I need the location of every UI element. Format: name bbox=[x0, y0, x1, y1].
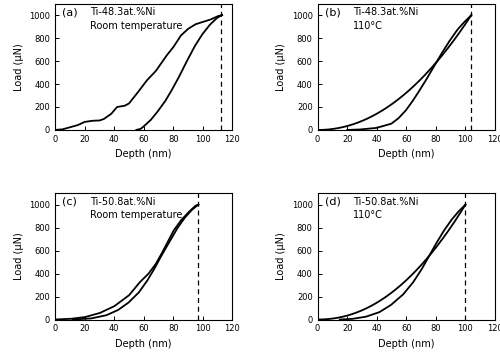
Text: (a): (a) bbox=[62, 8, 78, 17]
Text: (d): (d) bbox=[324, 197, 340, 207]
X-axis label: Depth (nm): Depth (nm) bbox=[378, 339, 434, 349]
Text: Ti-50.8at.%Ni
110°C: Ti-50.8at.%Ni 110°C bbox=[353, 197, 418, 220]
X-axis label: Depth (nm): Depth (nm) bbox=[116, 339, 172, 349]
Text: Ti-48.3at.%Ni
Room temperature: Ti-48.3at.%Ni Room temperature bbox=[90, 8, 183, 31]
X-axis label: Depth (nm): Depth (nm) bbox=[378, 149, 434, 159]
Text: Ti-50.8at.%Ni
Room temperature: Ti-50.8at.%Ni Room temperature bbox=[90, 197, 183, 220]
X-axis label: Depth (nm): Depth (nm) bbox=[116, 149, 172, 159]
Y-axis label: Load (μN): Load (μN) bbox=[14, 232, 24, 280]
Y-axis label: Load (μN): Load (μN) bbox=[14, 43, 24, 91]
Text: (b): (b) bbox=[324, 8, 340, 17]
Text: Ti-48.3at.%Ni
110°C: Ti-48.3at.%Ni 110°C bbox=[353, 8, 418, 31]
Y-axis label: Load (μN): Load (μN) bbox=[276, 232, 286, 280]
Text: (c): (c) bbox=[62, 197, 77, 207]
Y-axis label: Load (μN): Load (μN) bbox=[276, 43, 286, 91]
